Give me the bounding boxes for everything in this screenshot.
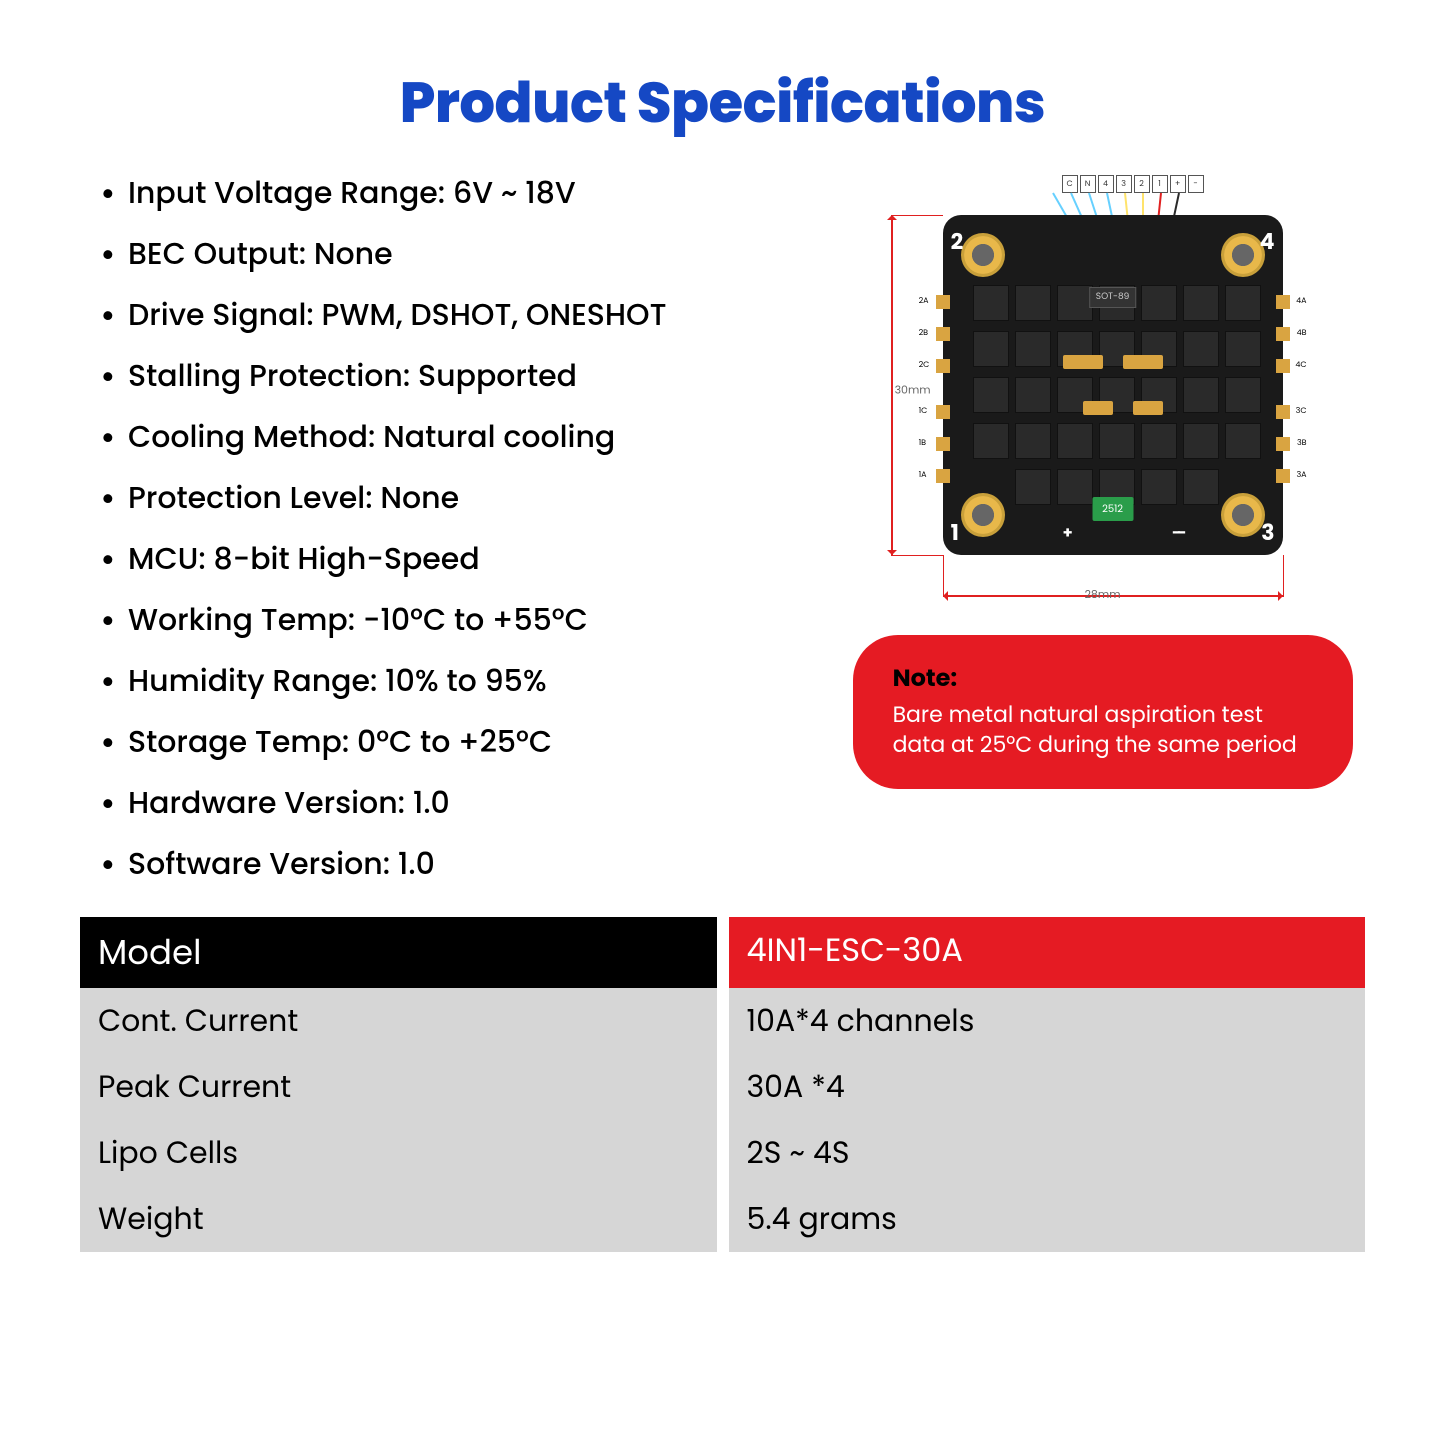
- chip-row: [973, 331, 1261, 367]
- spec-item: Storage Temp: 0°C to +25°C: [100, 724, 810, 760]
- note-title: Note:: [893, 661, 1313, 696]
- solder-pad: [936, 327, 950, 341]
- pad-label: 2B: [919, 327, 929, 339]
- corner-label: 4: [1260, 225, 1275, 258]
- solder-pad: [936, 437, 950, 451]
- table-cell: Lipo Cells: [80, 1120, 717, 1186]
- pin-label: N: [1080, 175, 1096, 193]
- dimension-tick: [891, 215, 943, 216]
- chip-row: [973, 377, 1261, 413]
- pad-label: 2A: [919, 295, 929, 307]
- chip-2512: 2512: [1092, 497, 1133, 521]
- table-cell: 30A *4: [729, 1054, 1366, 1120]
- table-cell: 2S ~ 4S: [729, 1120, 1366, 1186]
- gold-trace: [1083, 401, 1113, 415]
- pad-label: 1A: [919, 469, 927, 481]
- table-cell: 5.4 grams: [729, 1186, 1366, 1252]
- solder-pad: [1276, 469, 1290, 483]
- table-header-left: Model: [80, 917, 717, 988]
- table-cell: Weight: [80, 1186, 717, 1252]
- mount-hole: [961, 233, 1005, 277]
- pad-label: 2C: [919, 359, 930, 371]
- pcb-board: 2 4 1 3 SOT-89 2512 + --: [943, 215, 1283, 555]
- dimension-label: 28mm: [1085, 586, 1121, 603]
- spec-item: Hardware Version: 1.0: [100, 785, 810, 821]
- spec-item: BEC Output: None: [100, 236, 810, 272]
- specs-list: Input Voltage Range: 6V ~ 18V BEC Output…: [80, 175, 810, 907]
- minus-icon: --: [1172, 520, 1183, 545]
- pad-label: 3C: [1296, 405, 1307, 417]
- pin-label: 1: [1152, 175, 1168, 193]
- gold-trace: [1133, 401, 1163, 415]
- spec-item: Protection Level: None: [100, 480, 810, 516]
- pcb-diagram: C N 4 3 2 1 + - 2 4: [883, 175, 1323, 605]
- plus-icon: +: [1063, 520, 1073, 545]
- table-cell: Cont. Current: [80, 988, 717, 1054]
- pin-header: C N 4 3 2 1 + -: [1062, 175, 1204, 193]
- spec-item: Cooling Method: Natural cooling: [100, 419, 810, 455]
- pad-label: 4B: [1297, 327, 1307, 339]
- solder-pad: [936, 359, 950, 373]
- solder-pad: [1276, 295, 1290, 309]
- table-cell: 10A*4 channels: [729, 988, 1366, 1054]
- mount-hole: [961, 493, 1005, 537]
- note-text: Bare metal natural aspiration test data …: [893, 700, 1313, 759]
- dimension-tick: [1283, 555, 1284, 597]
- spec-item: Drive Signal: PWM, DSHOT, ONESHOT: [100, 297, 810, 333]
- page-title: Product Specifications: [80, 60, 1365, 145]
- pin-label: 4: [1098, 175, 1114, 193]
- spec-item: Stalling Protection: Supported: [100, 358, 810, 394]
- pad-label: 4C: [1295, 359, 1306, 371]
- solder-pad: [1276, 437, 1290, 451]
- dimension-label: 30mm: [895, 382, 931, 399]
- pin-label: 2: [1134, 175, 1150, 193]
- pin-label: +: [1170, 175, 1186, 193]
- spec-item: MCU: 8-bit High-Speed: [100, 541, 810, 577]
- mount-hole: [1221, 493, 1265, 537]
- dimension-arrow-vertical: [891, 215, 893, 555]
- gold-trace: [1063, 355, 1103, 369]
- corner-label: 3: [1261, 516, 1274, 549]
- solder-pad: [1276, 405, 1290, 419]
- dimension-tick: [943, 555, 944, 597]
- chip-row: [973, 423, 1261, 459]
- pin-label: 3: [1116, 175, 1132, 193]
- sot-label: SOT-89: [1089, 287, 1137, 308]
- top-row: Input Voltage Range: 6V ~ 18V BEC Output…: [80, 175, 1365, 907]
- gold-trace: [1123, 355, 1163, 369]
- corner-label: 1: [951, 516, 959, 549]
- spec-item: Working Temp: -10°C to +55°C: [100, 602, 810, 638]
- right-column: C N 4 3 2 1 + - 2 4: [840, 175, 1365, 907]
- corner-label: 2: [951, 225, 964, 258]
- pad-label: 1C: [919, 405, 928, 417]
- spec-item: Input Voltage Range: 6V ~ 18V: [100, 175, 810, 211]
- pin-label: -: [1188, 175, 1204, 193]
- solder-pad: [936, 469, 950, 483]
- note-box: Note: Bare metal natural aspiration test…: [853, 635, 1353, 789]
- spec-item: Humidity Range: 10% to 95%: [100, 663, 810, 699]
- solder-pad: [1276, 359, 1290, 373]
- pad-label: 4A: [1296, 295, 1306, 307]
- dimension-tick: [891, 555, 943, 556]
- spec-item: Software Version: 1.0: [100, 846, 810, 882]
- table-header-right: 4IN1-ESC-30A: [729, 917, 1366, 988]
- table-cell: Peak Current: [80, 1054, 717, 1120]
- mount-hole: [1221, 233, 1265, 277]
- pad-label: 3B: [1297, 437, 1307, 449]
- solder-pad: [936, 295, 950, 309]
- spec-table: Model 4IN1-ESC-30A Cont. Current 10A*4 c…: [80, 917, 1365, 1252]
- solder-pad: [936, 405, 950, 419]
- wire: [1052, 193, 1068, 218]
- pad-label: 1B: [919, 437, 926, 449]
- pin-label: C: [1062, 175, 1078, 193]
- pad-label: 3A: [1296, 469, 1306, 481]
- solder-pad: [1276, 327, 1290, 341]
